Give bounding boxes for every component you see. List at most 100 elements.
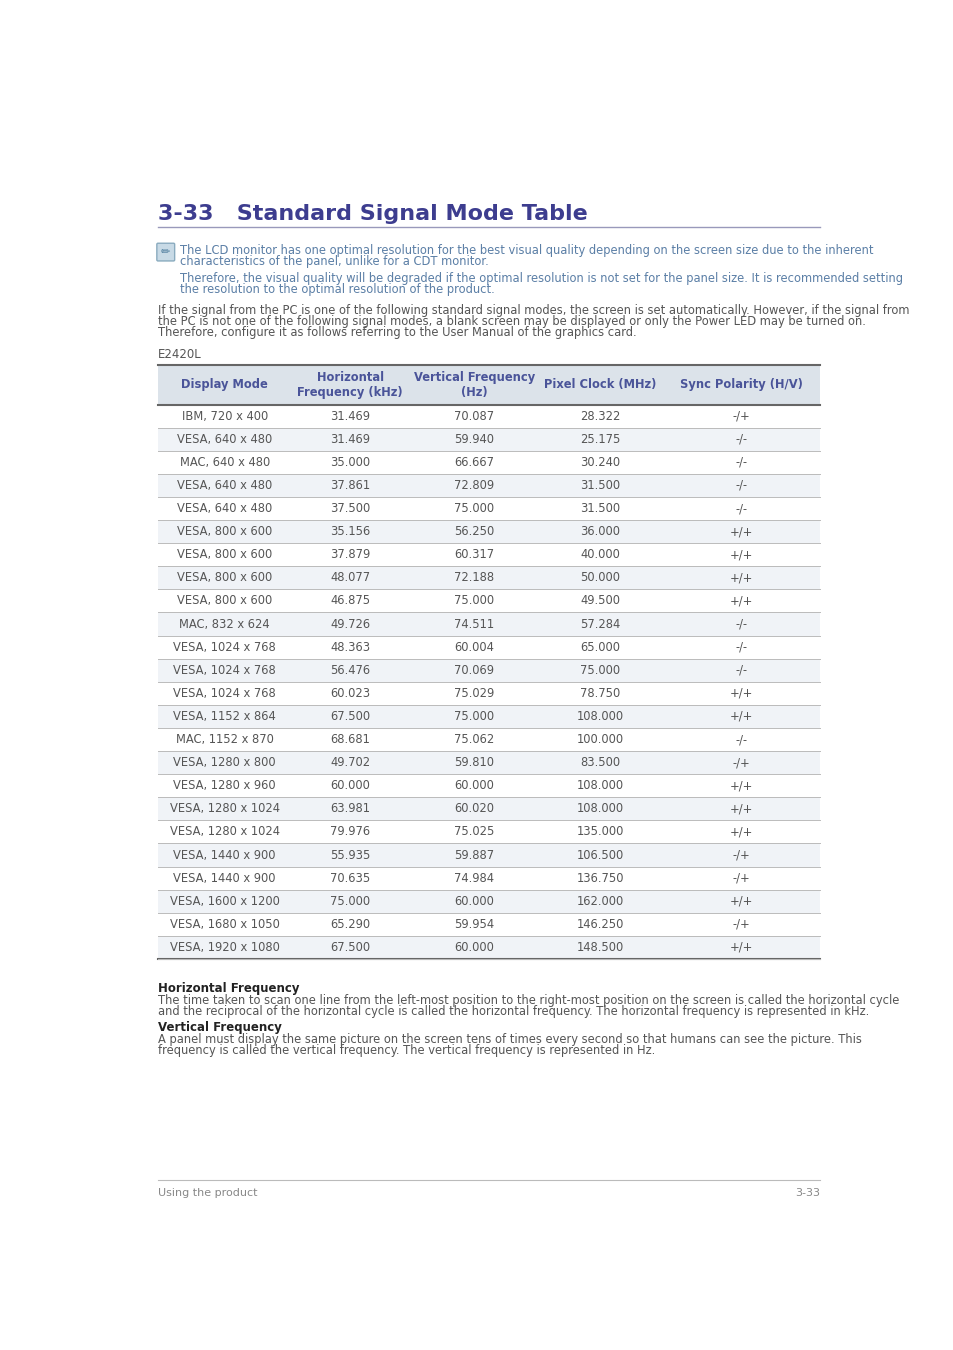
Text: 75.000: 75.000	[454, 710, 494, 722]
Text: 72.809: 72.809	[454, 479, 494, 491]
Text: VESA, 640 x 480: VESA, 640 x 480	[177, 433, 272, 446]
Text: Display Mode: Display Mode	[181, 378, 268, 392]
Text: 70.069: 70.069	[454, 664, 494, 676]
Text: 3-33   Standard Signal Mode Table: 3-33 Standard Signal Mode Table	[158, 204, 587, 224]
Text: 55.935: 55.935	[330, 849, 370, 861]
Text: 75.062: 75.062	[454, 733, 494, 747]
Text: -/-: -/-	[735, 617, 746, 630]
Text: 75.000: 75.000	[454, 594, 494, 608]
Text: If the signal from the PC is one of the following standard signal modes, the scr: If the signal from the PC is one of the …	[158, 305, 908, 317]
Bar	[158, 590, 819, 613]
Text: 37.861: 37.861	[330, 479, 370, 491]
Text: 49.726: 49.726	[330, 617, 370, 630]
Text: -/+: -/+	[732, 409, 749, 423]
Text: VESA, 640 x 480: VESA, 640 x 480	[177, 479, 272, 491]
Text: VESA, 1280 x 1024: VESA, 1280 x 1024	[170, 802, 279, 815]
Text: 66.667: 66.667	[454, 456, 494, 468]
Text: VESA, 1024 x 768: VESA, 1024 x 768	[173, 664, 275, 676]
Text: 60.004: 60.004	[454, 641, 494, 653]
Bar	[158, 636, 819, 659]
Text: +/+: +/+	[729, 941, 752, 954]
Text: 70.635: 70.635	[330, 872, 370, 884]
Text: Horizontal
Frequency (kHz): Horizontal Frequency (kHz)	[297, 370, 402, 398]
Text: MAC, 640 x 480: MAC, 640 x 480	[179, 456, 270, 468]
Text: VESA, 800 x 600: VESA, 800 x 600	[177, 571, 272, 585]
Text: and the reciprocal of the horizontal cycle is called the horizontal frequency. T: and the reciprocal of the horizontal cyc…	[158, 1006, 868, 1018]
Text: -/+: -/+	[732, 756, 749, 770]
Text: 31.500: 31.500	[579, 479, 620, 491]
Text: -/-: -/-	[735, 456, 746, 468]
Bar	[158, 451, 819, 474]
Text: 74.511: 74.511	[454, 617, 494, 630]
FancyBboxPatch shape	[156, 243, 174, 261]
Bar	[158, 821, 819, 844]
Text: 75.025: 75.025	[454, 825, 494, 838]
Text: 148.500: 148.500	[577, 941, 623, 954]
Text: 108.000: 108.000	[577, 779, 623, 792]
Text: 60.000: 60.000	[330, 779, 370, 792]
Text: 31.500: 31.500	[579, 502, 620, 514]
Text: 37.500: 37.500	[330, 502, 370, 514]
Text: VESA, 800 x 600: VESA, 800 x 600	[177, 525, 272, 539]
Text: 59.887: 59.887	[454, 849, 494, 861]
Text: 75.000: 75.000	[579, 664, 620, 676]
Text: Vertical Frequency
(Hz): Vertical Frequency (Hz)	[414, 370, 535, 398]
Text: 35.156: 35.156	[330, 525, 370, 539]
Text: VESA, 1680 x 1050: VESA, 1680 x 1050	[170, 918, 279, 930]
Text: Horizontal Frequency: Horizontal Frequency	[158, 981, 299, 995]
Text: 28.322: 28.322	[579, 409, 620, 423]
Text: VESA, 1280 x 1024: VESA, 1280 x 1024	[170, 825, 279, 838]
Text: MAC, 832 x 624: MAC, 832 x 624	[179, 617, 270, 630]
Text: 60.317: 60.317	[454, 548, 494, 562]
Text: Vertical Frequency: Vertical Frequency	[158, 1021, 281, 1034]
Text: +/+: +/+	[729, 548, 752, 562]
Bar	[158, 613, 819, 636]
Text: VESA, 1440 x 900: VESA, 1440 x 900	[173, 849, 275, 861]
Text: Therefore, configure it as follows referring to the User Manual of the graphics : Therefore, configure it as follows refer…	[158, 325, 636, 339]
Text: VESA, 1440 x 900: VESA, 1440 x 900	[173, 872, 275, 884]
Text: -/+: -/+	[732, 849, 749, 861]
Text: 56.476: 56.476	[330, 664, 370, 676]
Text: 60.000: 60.000	[454, 895, 494, 907]
Text: The time taken to scan one line from the left-most position to the right-most po: The time taken to scan one line from the…	[158, 995, 899, 1007]
Text: 60.000: 60.000	[454, 941, 494, 954]
Text: VESA, 1024 x 768: VESA, 1024 x 768	[173, 687, 275, 699]
Text: characteristics of the panel, unlike for a CDT monitor.: characteristics of the panel, unlike for…	[179, 255, 488, 269]
Text: VESA, 1920 x 1080: VESA, 1920 x 1080	[170, 941, 279, 954]
Text: 162.000: 162.000	[577, 895, 623, 907]
Text: 108.000: 108.000	[577, 802, 623, 815]
Text: IBM, 720 x 400: IBM, 720 x 400	[181, 409, 268, 423]
Text: Therefore, the visual quality will be degraded if the optimal resolution is not : Therefore, the visual quality will be de…	[179, 273, 902, 285]
Bar	[158, 543, 819, 566]
Text: 68.681: 68.681	[330, 733, 370, 747]
Text: frequency is called the vertical frequency. The vertical frequency is represente: frequency is called the vertical frequen…	[158, 1044, 655, 1057]
Bar	[158, 659, 819, 682]
Text: 79.976: 79.976	[330, 825, 370, 838]
Text: -/-: -/-	[735, 664, 746, 676]
Bar	[158, 867, 819, 890]
Text: E2420L: E2420L	[158, 347, 201, 360]
Bar	[158, 520, 819, 543]
Text: 57.284: 57.284	[579, 617, 620, 630]
Text: +/+: +/+	[729, 802, 752, 815]
Text: 37.879: 37.879	[330, 548, 370, 562]
Text: 36.000: 36.000	[580, 525, 619, 539]
Text: +/+: +/+	[729, 779, 752, 792]
Text: Using the product: Using the product	[158, 1188, 257, 1197]
Text: 67.500: 67.500	[330, 941, 370, 954]
Bar	[158, 890, 819, 913]
Text: 50.000: 50.000	[580, 571, 619, 585]
Bar	[158, 428, 819, 451]
Text: VESA, 800 x 600: VESA, 800 x 600	[177, 594, 272, 608]
Text: 49.500: 49.500	[580, 594, 619, 608]
Text: -/+: -/+	[732, 918, 749, 930]
Text: 74.984: 74.984	[454, 872, 494, 884]
Bar	[158, 936, 819, 958]
Text: 60.023: 60.023	[330, 687, 370, 699]
Text: 48.077: 48.077	[330, 571, 370, 585]
Text: 25.175: 25.175	[579, 433, 620, 446]
Text: VESA, 1280 x 960: VESA, 1280 x 960	[173, 779, 275, 792]
Text: +/+: +/+	[729, 895, 752, 907]
Bar	[158, 682, 819, 705]
Text: Sync Polarity (H/V): Sync Polarity (H/V)	[679, 378, 801, 392]
